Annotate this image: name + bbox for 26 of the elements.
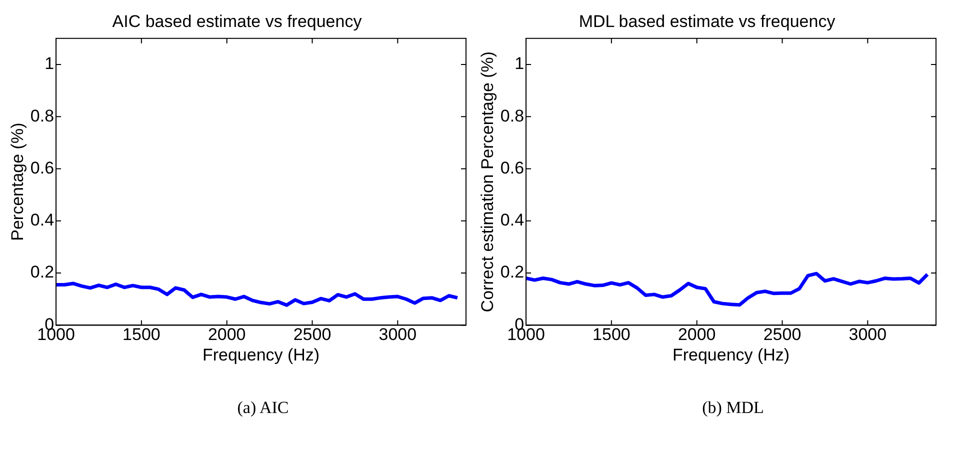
x-tick-label: 2500	[763, 325, 802, 344]
y-tick-label: 1	[44, 54, 54, 74]
y-tick-label: 0.4	[30, 210, 54, 230]
x-tick-label: 2000	[208, 325, 246, 344]
y-tick-label: 0.2	[500, 262, 524, 282]
x-tick-label: 1500	[592, 325, 630, 344]
chart-title: AIC based estimate vs frequency	[112, 12, 362, 31]
x-tick-label: 3000	[848, 325, 887, 344]
y-tick-label: 1	[514, 54, 524, 74]
y-tick-label: 0.6	[30, 158, 54, 178]
text: (b) MDL	[701, 398, 765, 418]
x-tick-label: 3000	[378, 325, 417, 344]
x-tick-label: 2000	[678, 325, 716, 344]
y-tick-label: 0.8	[500, 106, 524, 126]
x-axis-title: Frequency (Hz)	[672, 345, 790, 364]
text: (a) AIC	[236, 398, 290, 418]
chart-title: MDL based estimate vs frequency	[578, 12, 836, 31]
x-tick-label: 1500	[122, 325, 160, 344]
x-tick-label: 2500	[293, 325, 332, 344]
x-axis-title: Frequency (Hz)	[202, 345, 320, 364]
y-tick-label: 0.4	[500, 210, 524, 230]
y-tick-label: 0.6	[500, 158, 524, 178]
y-tick-label: 0.8	[30, 106, 54, 126]
y-tick-label: 0.2	[30, 262, 54, 282]
y-axis-title: Percentage (%)	[8, 122, 27, 241]
y-axis-title: Correct estimation Percentage (%)	[478, 51, 497, 312]
